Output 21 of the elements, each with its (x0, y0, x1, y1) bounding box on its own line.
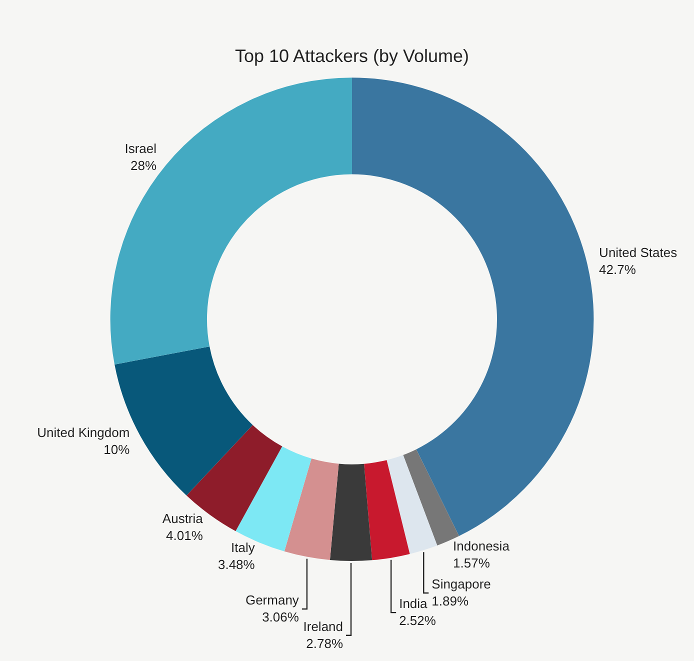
slice-label: India (399, 596, 428, 612)
data-label: 28% (130, 158, 157, 174)
data-label: 10% (104, 442, 130, 458)
slice-label: United Kingdom (37, 425, 130, 440)
data-label: 3.48% (218, 557, 256, 572)
slice-label: Ireland (303, 618, 344, 634)
data-label: 2.78% (306, 636, 344, 651)
slice-label: Austria (162, 511, 204, 526)
data-label: 42.7% (599, 262, 636, 278)
slice-label: Germany (245, 592, 300, 608)
chart-title: Top 10 Attackers (by Volume) (234, 46, 470, 66)
slice-label: Italy (231, 540, 256, 556)
slice-label: Israel (124, 141, 157, 156)
slice-label: United States (599, 245, 678, 260)
data-label: 3.06% (262, 610, 300, 625)
data-label: 1.57% (453, 556, 490, 571)
data-label: 2.52% (399, 613, 436, 628)
slice-label: Singapore (432, 576, 491, 592)
data-label: 1.89% (432, 594, 469, 609)
data-label: 4.01% (166, 528, 204, 544)
slice-label: Indonesia (453, 538, 510, 554)
